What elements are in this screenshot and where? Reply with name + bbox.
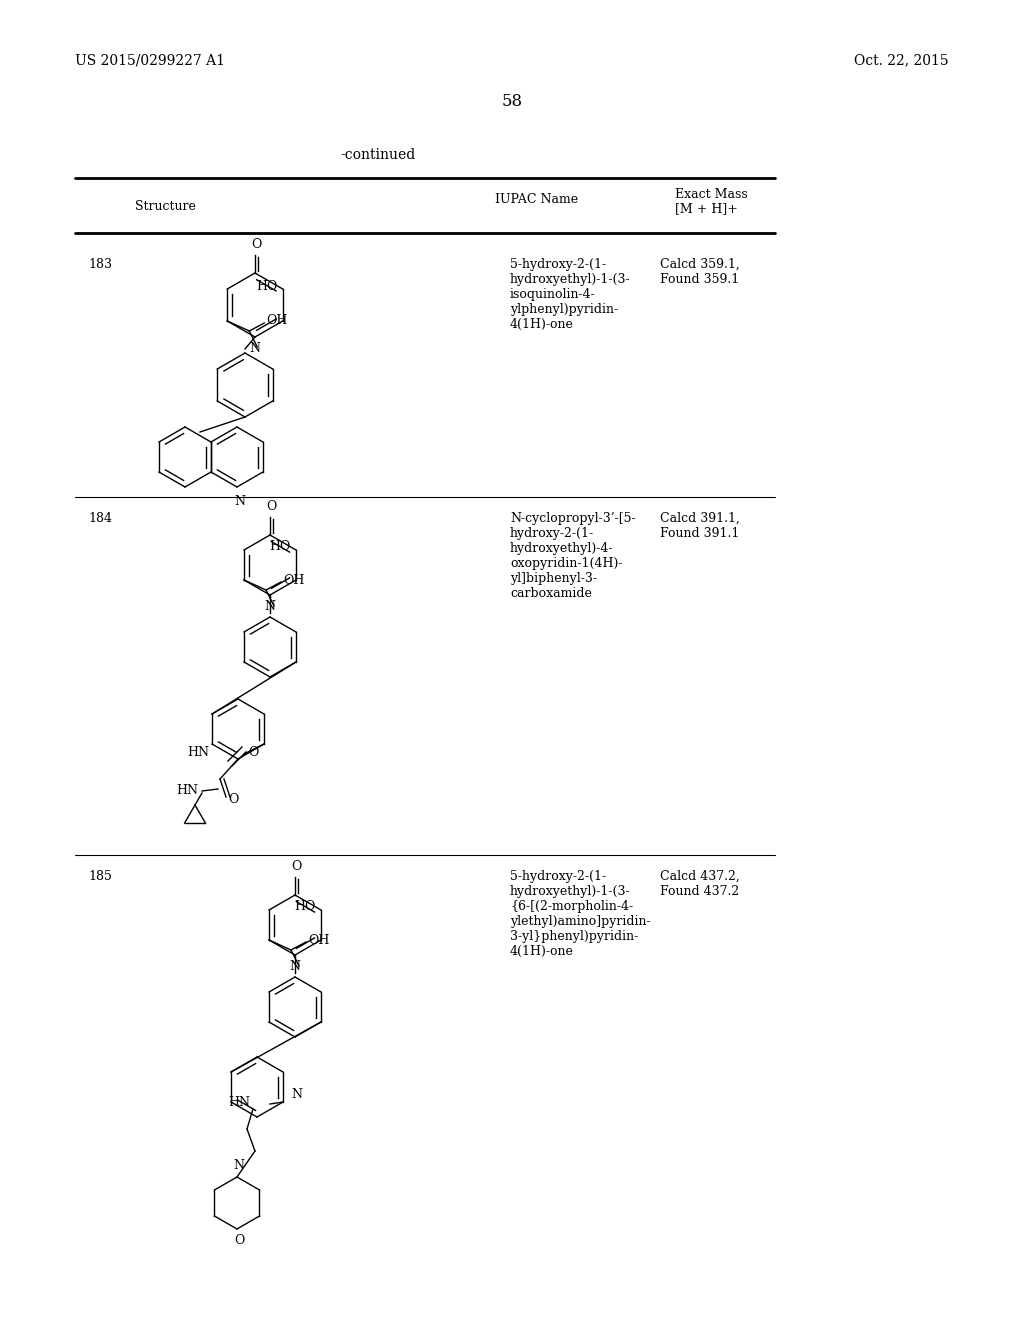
Text: 5-hydroxy-2-(1-
hydroxyethyl)-1-(3-
{6-[(2-morpholin-4-
ylethyl)amino]pyridin-
3: 5-hydroxy-2-(1- hydroxyethyl)-1-(3- {6-[… xyxy=(510,870,650,958)
Text: HN: HN xyxy=(187,746,209,759)
Text: N-cyclopropyl-3’-[5-
hydroxy-2-(1-
hydroxyethyl)-4-
oxopyridin-1(4H)-
yl]bipheny: N-cyclopropyl-3’-[5- hydroxy-2-(1- hydro… xyxy=(510,512,636,601)
Text: N: N xyxy=(234,495,246,508)
Text: Structure: Structure xyxy=(135,201,196,213)
Text: O: O xyxy=(233,1234,244,1247)
Text: HO: HO xyxy=(269,540,291,553)
Text: N: N xyxy=(291,1089,302,1101)
Text: Exact Mass: Exact Mass xyxy=(675,187,748,201)
Text: 5-hydroxy-2-(1-
hydroxyethyl)-1-(3-
isoquinolin-4-
ylphenyl)pyridin-
4(1H)-one: 5-hydroxy-2-(1- hydroxyethyl)-1-(3- isoq… xyxy=(510,257,631,331)
Text: IUPAC Name: IUPAC Name xyxy=(495,193,579,206)
Text: HN: HN xyxy=(176,784,198,797)
Text: N: N xyxy=(264,601,275,612)
Text: O: O xyxy=(251,239,261,252)
Text: O: O xyxy=(248,746,258,759)
Text: HN: HN xyxy=(228,1096,250,1109)
Text: [M + H]+: [M + H]+ xyxy=(675,202,738,215)
Text: N: N xyxy=(290,960,300,973)
Text: HO: HO xyxy=(295,900,316,913)
Text: N: N xyxy=(250,342,260,355)
Text: O: O xyxy=(266,500,276,513)
Text: N: N xyxy=(233,1159,245,1172)
Text: Calcd 391.1,
Found 391.1: Calcd 391.1, Found 391.1 xyxy=(660,512,740,540)
Text: Oct. 22, 2015: Oct. 22, 2015 xyxy=(854,53,949,67)
Text: 183: 183 xyxy=(88,257,112,271)
Text: OH: OH xyxy=(266,314,288,327)
Text: US 2015/0299227 A1: US 2015/0299227 A1 xyxy=(75,53,225,67)
Text: Calcd 437.2,
Found 437.2: Calcd 437.2, Found 437.2 xyxy=(660,870,739,898)
Text: HO: HO xyxy=(256,280,278,293)
Text: O: O xyxy=(291,861,301,874)
Text: O: O xyxy=(228,793,239,807)
Text: -continued: -continued xyxy=(340,148,416,162)
Text: 58: 58 xyxy=(502,92,522,110)
Text: 185: 185 xyxy=(88,870,112,883)
Text: OH: OH xyxy=(283,573,304,586)
Text: 184: 184 xyxy=(88,512,112,525)
Text: Calcd 359.1,
Found 359.1: Calcd 359.1, Found 359.1 xyxy=(660,257,739,286)
Text: OH: OH xyxy=(308,933,330,946)
